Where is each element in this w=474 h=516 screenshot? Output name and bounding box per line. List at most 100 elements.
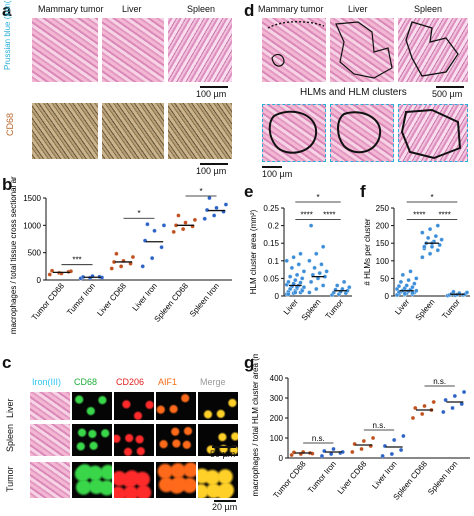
histology-spleen-prussian-blue xyxy=(168,18,232,82)
data-point xyxy=(176,213,181,218)
data-point xyxy=(308,223,314,228)
category-label: Tumor CD68 xyxy=(272,459,308,500)
data-point xyxy=(331,446,336,452)
data-point xyxy=(180,227,186,232)
panel-letter-c: c xyxy=(2,353,12,372)
histology-d-tumor-overview xyxy=(262,18,326,82)
y-tick-label: 300 xyxy=(270,394,284,403)
significance-label: n.s. xyxy=(312,434,325,443)
category-label: Tumor CD68 xyxy=(30,281,66,322)
scalebar-d2-label: 100 µm xyxy=(262,169,293,179)
chart-g: 0 100 200 300 400 macrophages / total HLM clu… xyxy=(251,354,470,502)
c-row-label: Spleen xyxy=(5,423,15,452)
significance-label: *** xyxy=(72,256,81,265)
col-label-spleen: Spleen xyxy=(187,4,216,14)
d-col-label-liver: Liver xyxy=(348,4,368,14)
data-point xyxy=(289,265,295,270)
category-label: Liver xyxy=(282,297,300,316)
data-point xyxy=(400,272,405,278)
c-row-label: Liver xyxy=(5,398,15,418)
scalebar-c2-label: 20 µm xyxy=(212,502,238,512)
significance-label: * xyxy=(430,193,433,202)
y-tick-label: 100 xyxy=(270,434,284,443)
data-point xyxy=(294,272,300,278)
scalebar-a1 xyxy=(200,86,228,88)
c-col-label: Iron(III) xyxy=(32,377,62,387)
data-point xyxy=(341,279,347,285)
data-point xyxy=(298,280,303,285)
data-point xyxy=(293,278,298,283)
data-point xyxy=(412,281,417,286)
significance-label: * xyxy=(199,187,202,196)
data-point xyxy=(300,288,305,293)
data-point xyxy=(109,266,114,271)
data-point xyxy=(420,255,425,260)
data-point xyxy=(413,405,418,411)
data-point xyxy=(402,291,407,296)
data-point xyxy=(192,217,198,223)
c-image xyxy=(30,462,70,498)
data-point xyxy=(211,213,217,218)
c-image xyxy=(72,424,112,456)
histology-tumor-prussian-blue xyxy=(32,18,98,82)
c-image xyxy=(156,424,196,456)
c-image xyxy=(114,392,154,420)
data-point xyxy=(420,411,425,417)
panel-letter-e: e xyxy=(244,182,254,201)
data-point xyxy=(392,437,397,443)
c-col-label: AIF1 xyxy=(158,377,178,387)
data-point xyxy=(450,405,455,411)
y-axis-label: # HLMs per cluster xyxy=(363,218,372,285)
data-point xyxy=(291,255,296,260)
data-point xyxy=(223,202,229,207)
data-point xyxy=(389,451,395,457)
data-point xyxy=(406,278,411,283)
data-point xyxy=(202,216,207,221)
data-point xyxy=(284,258,289,263)
c-image xyxy=(114,462,154,498)
y-axis-label: macrophages / total tissue cross section… xyxy=(9,176,18,334)
data-point xyxy=(396,283,402,289)
data-point xyxy=(422,403,427,409)
data-point xyxy=(404,283,409,288)
panel-letter-b: b xyxy=(2,175,13,194)
data-point xyxy=(118,264,124,269)
data-point xyxy=(370,435,376,441)
data-point xyxy=(398,279,404,285)
significance-label: n.s. xyxy=(373,421,386,430)
category-label: Spleen xyxy=(414,298,437,323)
y-tick-label: 50 xyxy=(380,274,389,283)
y-tick-label: 0 xyxy=(37,276,42,285)
panel-letter-a: a xyxy=(2,1,12,20)
category-label: Spleen Iron xyxy=(188,282,221,319)
col-label-liver: Liver xyxy=(122,4,142,14)
c-image xyxy=(72,462,112,498)
data-point xyxy=(161,223,167,228)
category-label: Spleen xyxy=(300,298,323,323)
c-col-label: Merge xyxy=(200,377,226,387)
scalebar-a2 xyxy=(200,163,228,165)
y-axis-label: macrophages / total HLM cluster area (mm… xyxy=(251,354,260,496)
data-point xyxy=(443,397,448,403)
data-point xyxy=(149,255,155,261)
y-tick-label: 1000 xyxy=(23,221,41,230)
data-point xyxy=(286,292,291,297)
category-label: Liver Iron xyxy=(370,460,398,491)
y-tick-label: 0.25 xyxy=(263,204,279,213)
hlm-cluster-outlines-top xyxy=(267,21,459,79)
panel-letter-d: d xyxy=(244,1,255,20)
y-tick-label: 0.1 xyxy=(268,257,280,266)
category-label: Tumor Iron xyxy=(65,282,97,318)
data-point xyxy=(307,258,312,263)
c-image xyxy=(156,392,196,420)
col-label-mammary-tumor: Mammary tumor xyxy=(38,4,104,14)
c-image xyxy=(198,424,238,456)
y-axis-label: HLM cluster area (mm²) xyxy=(249,209,258,294)
category-label: Liver CD68 xyxy=(336,459,369,496)
histology-tumor-cd68 xyxy=(32,103,98,159)
c-row-label: Tumor xyxy=(5,466,15,492)
data-point xyxy=(464,290,470,295)
data-point xyxy=(152,228,157,233)
data-point xyxy=(214,205,219,210)
data-point xyxy=(451,289,456,294)
